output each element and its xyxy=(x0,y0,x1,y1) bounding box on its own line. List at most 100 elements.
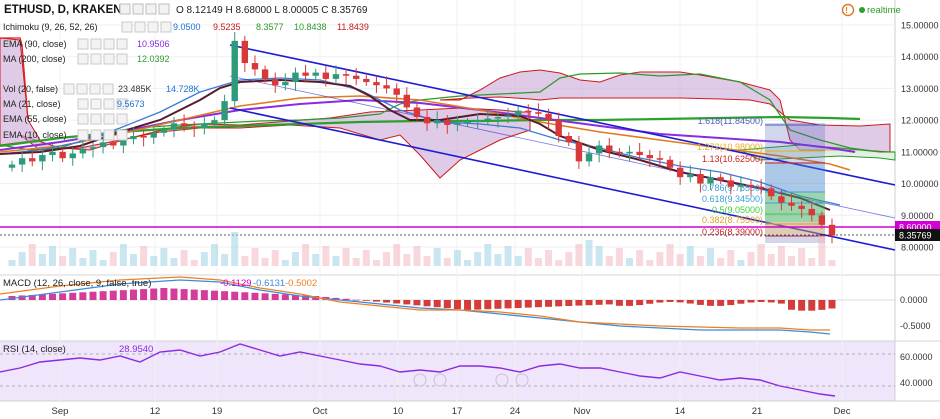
macd-histogram-bar xyxy=(89,291,97,300)
symbol-title[interactable]: ETHUSD, D, KRAKEN xyxy=(4,4,122,16)
macd-histogram-bar xyxy=(656,300,664,303)
candle-body xyxy=(545,113,552,121)
legend-button[interactable] xyxy=(103,98,115,110)
indicator-name: MA (21, close) xyxy=(3,99,61,109)
legend-row[interactable]: EMA (55, close) xyxy=(3,113,128,125)
chart-controls[interactable] xyxy=(413,373,529,387)
candle-body xyxy=(535,112,542,114)
ema-55-line xyxy=(0,95,851,171)
legend-button[interactable] xyxy=(90,53,102,65)
legend-button[interactable] xyxy=(116,53,128,65)
volume-bar xyxy=(777,246,785,266)
realtime-indicator[interactable]: ! realtime xyxy=(841,3,901,17)
candle-body xyxy=(18,158,26,165)
legend-row[interactable]: MA (21, close) 9.5673 xyxy=(3,98,145,110)
candle-body xyxy=(454,123,461,125)
candle-body xyxy=(484,118,492,121)
macd-value: -0.6131 xyxy=(253,278,285,289)
legend-button[interactable] xyxy=(116,98,128,110)
svg-text:!: ! xyxy=(845,6,848,15)
indicator-name: EMA (90, close) xyxy=(3,39,67,49)
legend-row[interactable]: EMA (90, close) 10.9506 xyxy=(3,38,170,50)
volume-bar xyxy=(818,236,826,266)
macd-histogram-bar xyxy=(109,290,117,300)
price-axis-label: 8.00000 xyxy=(901,243,934,253)
candle-body xyxy=(150,132,157,138)
macd-histogram-bar xyxy=(565,300,573,306)
legend-button[interactable] xyxy=(103,38,115,50)
volume-bar xyxy=(99,260,107,266)
legend-button[interactable] xyxy=(103,129,115,141)
macd-histogram-bar xyxy=(737,300,745,304)
legend-row[interactable]: EMA (10, close) xyxy=(3,129,128,141)
legend-button[interactable] xyxy=(90,98,102,110)
volume-bar xyxy=(403,254,411,266)
macd-histogram-bar xyxy=(727,300,735,306)
volume-bar xyxy=(332,256,340,266)
candle-body xyxy=(39,155,46,162)
candle-body xyxy=(292,72,299,83)
indicator-value: 10.9506 xyxy=(137,39,170,49)
legend-button[interactable] xyxy=(134,21,146,33)
legend-button[interactable] xyxy=(147,21,159,33)
volume-bar xyxy=(342,248,350,266)
macd-histogram-bar xyxy=(666,300,674,303)
legend-row[interactable]: Vol (20, false) 23.485K 14.728K xyxy=(3,83,200,95)
price-tag-label: 8.35769 xyxy=(899,231,932,241)
volume-bar xyxy=(788,256,796,266)
candle-body xyxy=(211,120,218,124)
legend-button[interactable] xyxy=(116,129,128,141)
legend-button[interactable] xyxy=(76,83,88,95)
legend-button[interactable] xyxy=(89,83,101,95)
legend-button[interactable] xyxy=(77,38,89,50)
zoom-in-icon[interactable] xyxy=(495,373,509,387)
macd-histogram-bar xyxy=(707,300,715,306)
volume-bar xyxy=(626,258,634,266)
legend-button[interactable] xyxy=(103,113,115,125)
legend-button[interactable] xyxy=(77,113,89,125)
candle-body xyxy=(616,151,623,154)
macd-title: MACD (12, 26, close, 9, false, true) xyxy=(3,278,151,289)
zoom-out-icon[interactable] xyxy=(433,373,447,387)
legend-button[interactable] xyxy=(77,98,89,110)
candle-body xyxy=(373,82,380,86)
candle-body xyxy=(778,196,785,203)
candle-body xyxy=(261,69,269,79)
legend-row[interactable]: MA (200, close) 12.0392 xyxy=(3,53,170,65)
macd-histogram-bar xyxy=(352,299,360,301)
legend-button[interactable] xyxy=(121,21,133,33)
volume-bar xyxy=(372,260,380,266)
legend-button[interactable] xyxy=(103,53,115,65)
scroll-right-icon[interactable] xyxy=(515,373,529,387)
indicator-value: 9.5235 xyxy=(213,22,241,32)
volume-bar xyxy=(545,250,553,266)
legend-button[interactable] xyxy=(77,53,89,65)
volume-bar xyxy=(443,258,451,266)
legend-button[interactable] xyxy=(116,113,128,125)
volume-bar xyxy=(676,254,684,266)
legend-button[interactable] xyxy=(63,83,75,95)
macd-histogram-bar xyxy=(443,300,451,309)
volume-bar xyxy=(798,248,806,266)
legend-button[interactable] xyxy=(102,83,114,95)
legend-button[interactable] xyxy=(116,38,128,50)
scroll-left-icon[interactable] xyxy=(413,373,427,387)
legend-row[interactable]: Ichimoku (9, 26, 52, 26) 9.0500 9.5235 8.35… xyxy=(3,21,369,33)
legend-button[interactable] xyxy=(90,113,102,125)
candle-body xyxy=(59,151,66,159)
macd-histogram-bar xyxy=(423,300,431,307)
macd-histogram-bar xyxy=(180,289,188,300)
volume-bar xyxy=(362,250,370,266)
macd-histogram-bar xyxy=(717,300,725,306)
legend-button[interactable] xyxy=(90,38,102,50)
legend-button[interactable] xyxy=(77,129,89,141)
indicator-name: EMA (55, close) xyxy=(3,114,67,124)
volume-bar xyxy=(302,244,310,266)
volume-bar xyxy=(474,252,482,266)
candle-body xyxy=(89,147,97,149)
legend-button[interactable] xyxy=(160,21,172,33)
price-axis-panel xyxy=(895,0,940,419)
legend-toggle-buttons[interactable] xyxy=(119,3,170,15)
macd-histogram-bar xyxy=(808,300,816,311)
legend-button[interactable] xyxy=(90,129,102,141)
